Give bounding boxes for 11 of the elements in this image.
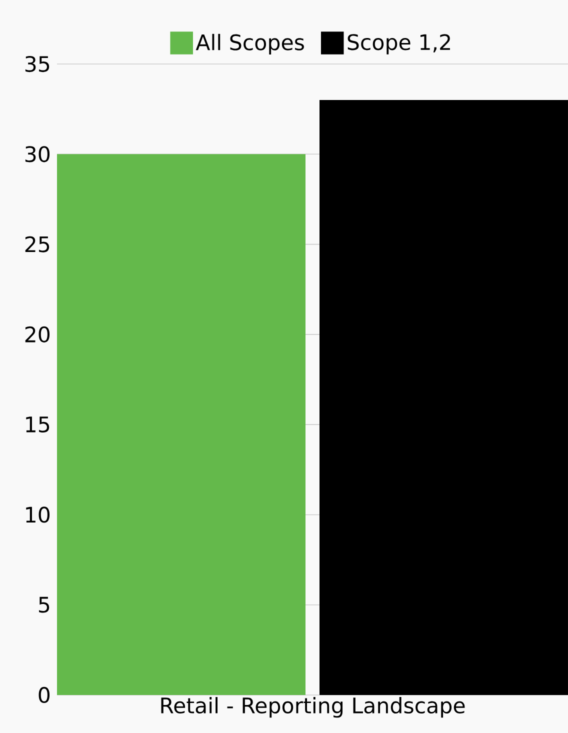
y-tick-label: 30	[25, 146, 50, 162]
y-tick-label: 35	[25, 56, 50, 72]
y-tick-label: 25	[25, 236, 50, 252]
y-tick-label: 5	[39, 596, 50, 613]
y-tick-label: 15	[26, 416, 50, 432]
x-tick-label: Retail - Reporting Landscape	[161, 697, 465, 718]
y-tick-label: 10	[26, 506, 50, 523]
legend-label: Scope 1,2	[348, 34, 450, 54]
y-tick-label: 0	[38, 686, 50, 704]
y-tick-label: 20	[25, 326, 50, 342]
legend-label: All Scopes	[196, 34, 304, 55]
